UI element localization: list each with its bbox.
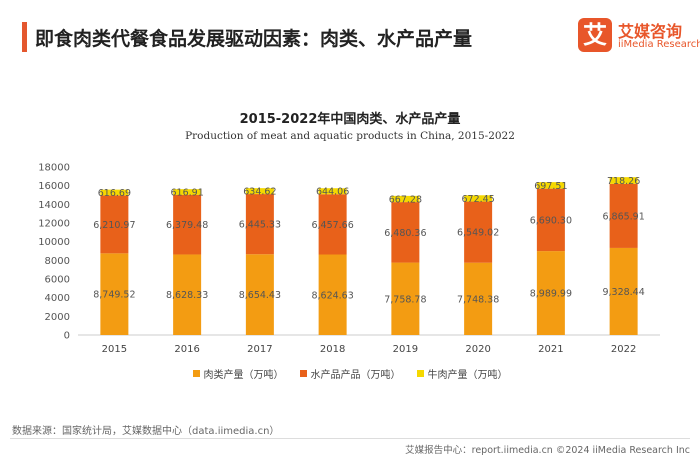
legend-swatch-aquatic <box>299 370 307 377</box>
data-label-2017-0: 8,654.43 <box>239 290 281 301</box>
bar-segment-2020-2 <box>464 195 493 202</box>
data-label-2020-0: 7,748.38 <box>457 294 499 305</box>
data-label-2018-1: 6,457.66 <box>311 220 353 231</box>
bar-segment-2018-2 <box>318 188 347 195</box>
copyright: 艾媒报告中心：report.iimedia.cn ©2024 iiMedia R… <box>405 445 690 456</box>
bar-segment-2022-2 <box>609 177 638 184</box>
bar-segment-2021-2 <box>536 182 565 189</box>
title-accent-bar <box>22 22 27 52</box>
y-tick-label: 12000 <box>38 219 70 230</box>
x-tick-label-2018: 2018 <box>320 344 345 355</box>
legend-item-meat: 肉类产量（万吨） <box>192 366 284 381</box>
legend-item-beef: 牛肉产量（万吨） <box>416 366 508 381</box>
data-label-2022-2: 718.26 <box>607 176 640 187</box>
data-label-2019-0: 7,758.78 <box>384 294 426 305</box>
bar-segment-2018-1 <box>318 194 347 255</box>
stacked-bar-chart: 0 2000 4000 6000 8000 10000 12000 14000 16000 180… <box>38 163 660 355</box>
legend-swatch-meat <box>192 370 200 377</box>
legend-label-aquatic: 水产品产品（万吨） <box>310 370 401 381</box>
bar-segment-2016-1 <box>173 194 202 255</box>
y-tick-label: 6000 <box>45 275 70 286</box>
x-tick-label-2016: 2016 <box>174 344 199 355</box>
y-tick-label: 18000 <box>38 163 70 174</box>
y-tick-label: 14000 <box>38 200 70 211</box>
data-label-2019-2: 667.28 <box>389 194 422 205</box>
bar-segment-2015-2 <box>100 189 129 196</box>
x-tick-label-2017: 2017 <box>247 344 272 355</box>
x-tick-label-2021: 2021 <box>538 344 563 355</box>
bar-segment-2016-2 <box>173 189 202 195</box>
data-label-2018-0: 8,624.63 <box>311 290 353 301</box>
data-label-2020-2: 672.45 <box>462 194 495 205</box>
y-tick-label: 8000 <box>45 256 70 267</box>
data-label-2015-0: 8,749.52 <box>93 290 135 301</box>
logo-name-cn: 艾媒咨询 <box>618 22 683 41</box>
chart-subtitle: Production of meat and aquatic products … <box>185 130 515 142</box>
data-label-2015-2: 616.69 <box>98 188 131 199</box>
x-tick-label-2020: 2020 <box>465 344 490 355</box>
logo-name-en: iiMedia Research <box>618 39 700 50</box>
data-source: 数据来源：国家统计局，艾媒数据中心（data.iimedia.cn） <box>12 426 280 437</box>
y-tick-label: 10000 <box>38 237 70 248</box>
data-label-2019-1: 6,480.36 <box>384 228 426 239</box>
bar-segment-2019-2 <box>391 195 420 203</box>
bar-segment-2022-1 <box>609 183 638 248</box>
data-label-2015-1: 6,210.97 <box>93 220 135 231</box>
data-label-2021-1: 6,690.30 <box>530 215 572 226</box>
bar-segment-2019-0 <box>391 262 420 335</box>
bar-segment-2020-0 <box>464 262 493 335</box>
y-tick-label: 0 <box>64 331 70 342</box>
bar-segment-2017-2 <box>245 188 274 195</box>
bar-segment-2018-0 <box>318 254 347 335</box>
bar-segment-2022-0 <box>609 247 638 335</box>
logo-mark: 艾 <box>578 18 612 52</box>
y-tick-label: 4000 <box>45 293 70 304</box>
bar-segment-2015-0 <box>100 253 129 335</box>
data-label-2022-1: 6,865.91 <box>602 211 644 222</box>
bar-segment-2019-1 <box>391 202 420 263</box>
bar-segment-2021-1 <box>536 188 565 252</box>
chart-legend: 肉类产量（万吨） 水产品产品（万吨） 牛肉产量（万吨） <box>0 366 700 381</box>
legend-swatch-beef <box>416 370 424 377</box>
data-label-2021-2: 697.51 <box>534 181 567 192</box>
data-label-2017-1: 6,445.33 <box>239 220 281 231</box>
x-tick-label-2022: 2022 <box>611 344 636 355</box>
legend-label-meat: 肉类产量（万吨） <box>203 370 284 381</box>
bar-segment-2017-0 <box>245 254 274 335</box>
y-tick-label: 2000 <box>45 312 70 323</box>
x-tick-label-2015: 2015 <box>102 344 127 355</box>
data-label-2022-0: 9,328.44 <box>602 287 644 298</box>
data-label-2016-2: 616.91 <box>171 188 204 199</box>
legend-item-aquatic: 水产品产品（万吨） <box>299 366 401 381</box>
legend-label-beef: 牛肉产量（万吨） <box>427 370 508 381</box>
bar-segment-2021-0 <box>536 251 565 335</box>
bar-segment-2016-0 <box>173 254 202 335</box>
data-label-2020-1: 6,549.02 <box>457 228 499 239</box>
bar-segment-2020-1 <box>464 201 493 263</box>
data-label-2016-1: 6,379.48 <box>166 220 208 231</box>
data-label-2016-0: 8,628.33 <box>166 290 208 301</box>
x-tick-label-2019: 2019 <box>393 344 418 355</box>
data-label-2017-2: 634.62 <box>243 187 276 198</box>
footer-divider <box>10 438 690 439</box>
chart-title: 2015-2022年中国肉类、水产品产量 <box>239 112 461 127</box>
data-label-2018-2: 644.06 <box>316 187 349 198</box>
data-label-2021-0: 8,989.99 <box>530 289 572 300</box>
bar-segment-2017-1 <box>245 194 274 255</box>
page-title: 即食肉类代餐食品发展驱动因素：肉类、水产品产量 <box>35 28 473 50</box>
bar-segment-2015-1 <box>100 195 129 254</box>
y-tick-label: 16000 <box>38 181 70 192</box>
brand-logo: 艾 艾媒咨询 iiMedia Research <box>578 18 700 58</box>
